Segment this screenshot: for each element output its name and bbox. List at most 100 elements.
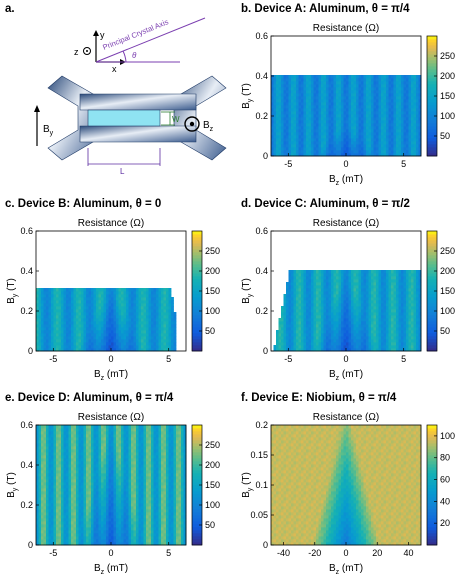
heatmap-cell bbox=[39, 497, 42, 500]
bz-label: Bz bbox=[203, 120, 214, 133]
heatmap-cell bbox=[146, 309, 149, 312]
heatmap-cell bbox=[101, 288, 104, 291]
heatmap-cell bbox=[59, 470, 62, 473]
heatmap-cell bbox=[401, 147, 404, 150]
heatmap-cell bbox=[49, 467, 52, 470]
heatmap-cell bbox=[329, 342, 332, 345]
heatmap-cell bbox=[316, 108, 319, 111]
heatmap-cell bbox=[116, 345, 119, 348]
heatmap-cell bbox=[374, 108, 377, 111]
heatmap-cell bbox=[359, 132, 362, 135]
heatmap-cell bbox=[379, 108, 382, 111]
heatmap-cell bbox=[151, 327, 154, 330]
heatmap-cell bbox=[289, 102, 292, 105]
heatmap-cell bbox=[321, 336, 324, 339]
heatmap-cell bbox=[314, 306, 317, 309]
heatmap-cell bbox=[324, 330, 327, 333]
heatmap-cell bbox=[324, 102, 327, 105]
heatmap-cell bbox=[291, 114, 294, 117]
heatmap-cell bbox=[416, 81, 419, 84]
heatmap-cell bbox=[271, 132, 274, 135]
heatmap-cell bbox=[289, 276, 292, 279]
heatmap-cell bbox=[314, 123, 317, 126]
heatmap-cell bbox=[321, 141, 324, 144]
heatmap-cell bbox=[369, 135, 372, 138]
heatmap-cell bbox=[356, 126, 359, 129]
heatmap-cell bbox=[319, 138, 322, 141]
heatmap-cell bbox=[376, 276, 379, 279]
colorbar-segment bbox=[192, 342, 202, 345]
heatmap-cell bbox=[281, 327, 284, 330]
heatmap-cell bbox=[326, 309, 329, 312]
heatmap-cell bbox=[111, 294, 114, 297]
heatmap-cell bbox=[316, 78, 319, 81]
heatmap-cell bbox=[411, 288, 414, 291]
heatmap-cell bbox=[166, 303, 169, 306]
heatmap-cell bbox=[389, 336, 392, 339]
heatmap-cell bbox=[411, 309, 414, 312]
heatmap-cell bbox=[104, 297, 107, 300]
heatmap-cell bbox=[51, 291, 54, 294]
heatmap-cell bbox=[304, 327, 307, 330]
colorbar-segment bbox=[192, 267, 202, 270]
heatmap-cell bbox=[56, 506, 59, 509]
heatmap-cell bbox=[339, 330, 342, 333]
heatmap-cell bbox=[364, 150, 367, 153]
heatmap-cell bbox=[314, 336, 317, 339]
heatmap-cell bbox=[41, 342, 44, 345]
heatmap-cell bbox=[404, 270, 407, 273]
heatmap-cell bbox=[396, 270, 399, 273]
heatmap-cell bbox=[386, 291, 389, 294]
heatmap-cell bbox=[309, 117, 312, 120]
heatmap-cell bbox=[321, 144, 324, 147]
heatmap-cell bbox=[284, 303, 287, 306]
heatmap-cell bbox=[174, 321, 177, 324]
heatmap-cell bbox=[36, 288, 39, 291]
heatmap-cell bbox=[324, 270, 327, 273]
heatmap-cell bbox=[339, 114, 342, 117]
heatmap-cell bbox=[341, 78, 344, 81]
heatmap-cell bbox=[319, 117, 322, 120]
heatmap-cell bbox=[166, 300, 169, 303]
heatmap-cell bbox=[394, 285, 397, 288]
heatmap-cell bbox=[361, 309, 364, 312]
heatmap-cell bbox=[119, 303, 122, 306]
heatmap-cell bbox=[71, 342, 74, 345]
heatmap-cell bbox=[289, 345, 292, 348]
heatmap-cell bbox=[369, 297, 372, 300]
heatmap-cell bbox=[361, 93, 364, 96]
heatmap-cell bbox=[411, 147, 414, 150]
heatmap-cell bbox=[414, 93, 417, 96]
heatmap-cell bbox=[296, 129, 299, 132]
heatmap-cell bbox=[271, 117, 274, 120]
heatmap-cell bbox=[94, 315, 97, 318]
heatmap-cell bbox=[306, 132, 309, 135]
heatmap-cell bbox=[56, 482, 59, 485]
heatmap-cell bbox=[301, 321, 304, 324]
heatmap-cell bbox=[336, 303, 339, 306]
heatmap-cell bbox=[69, 333, 72, 336]
heatmap-cell bbox=[389, 324, 392, 327]
heatmap-cell bbox=[409, 87, 412, 90]
heatmap-cell bbox=[319, 108, 322, 111]
heatmap-cell bbox=[401, 84, 404, 87]
heatmap-cell bbox=[374, 102, 377, 105]
heatmap-cell bbox=[141, 288, 144, 291]
heatmap-cell bbox=[351, 315, 354, 318]
heatmap-cell bbox=[169, 315, 172, 318]
heatmap-cell bbox=[311, 339, 314, 342]
heatmap-cell bbox=[174, 318, 177, 321]
heatmap-cell bbox=[374, 273, 377, 276]
heatmap-cell bbox=[399, 279, 402, 282]
heatmap-cell bbox=[64, 330, 67, 333]
heatmap-cell bbox=[414, 303, 417, 306]
heatmap-cell bbox=[146, 333, 149, 336]
heatmap-cell bbox=[54, 521, 57, 524]
heatmap-cell bbox=[369, 132, 372, 135]
colorbar-tick-label: 50 bbox=[205, 326, 215, 336]
heatmap-cell bbox=[306, 276, 309, 279]
heatmap-cell bbox=[54, 443, 57, 446]
heatmap-cell bbox=[44, 342, 47, 345]
heatmap-cell bbox=[386, 276, 389, 279]
heatmap-cell bbox=[39, 536, 42, 539]
